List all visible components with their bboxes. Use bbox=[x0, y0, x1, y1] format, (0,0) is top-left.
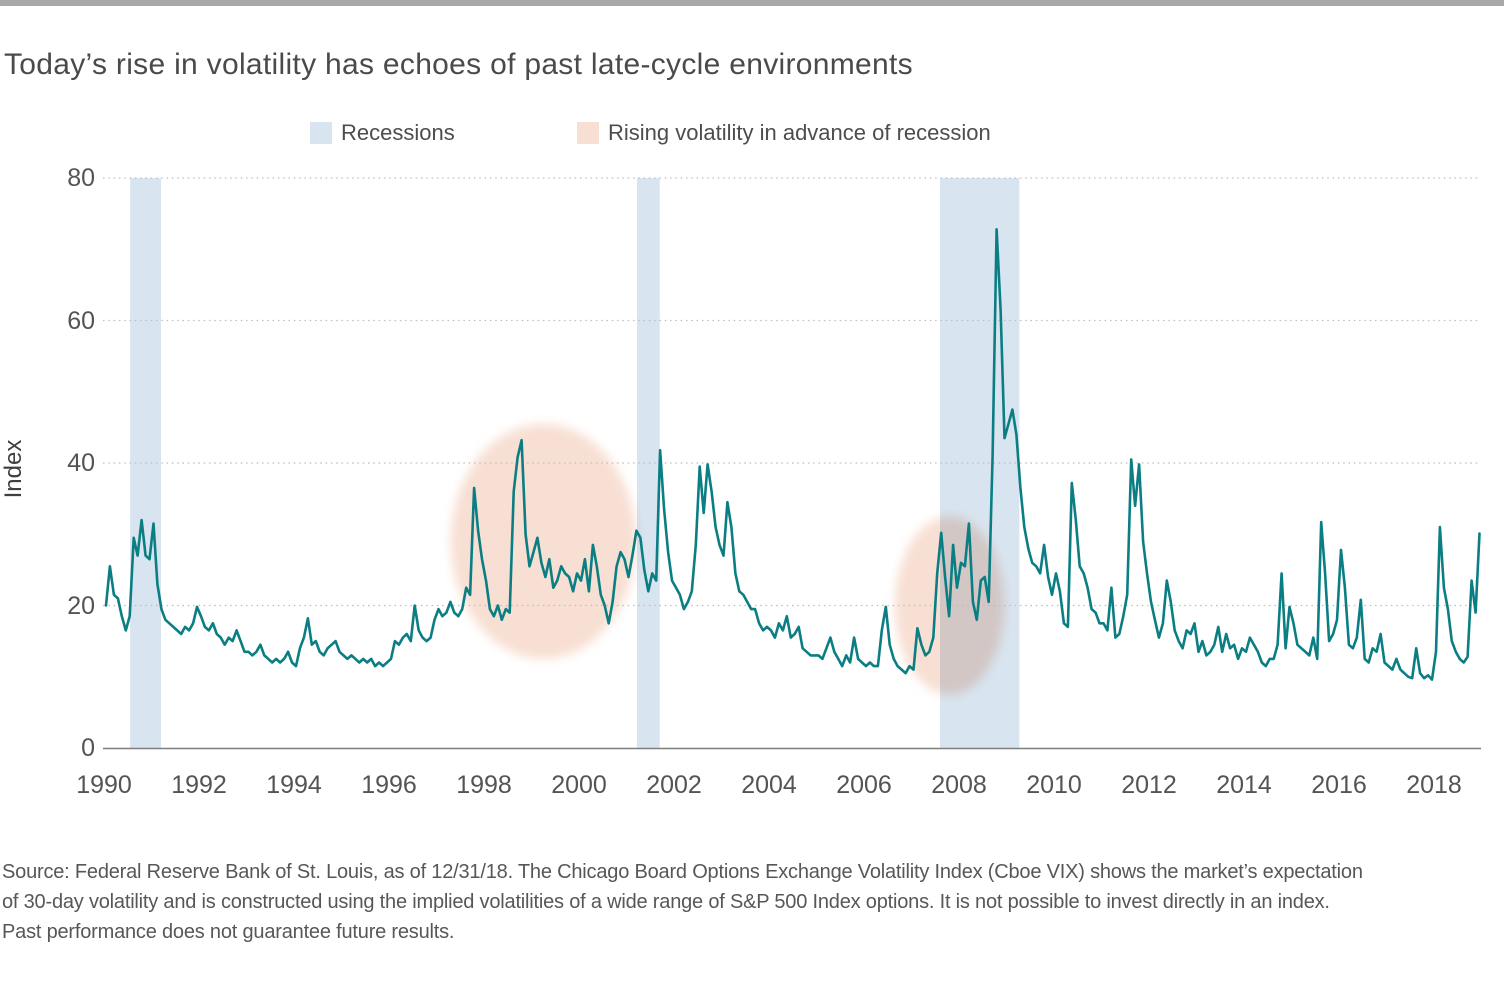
x-tick-label: 2002 bbox=[646, 771, 702, 799]
x-tick-label: 1990 bbox=[76, 771, 132, 799]
chart-title: Today’s rise in volatility has echoes of… bbox=[4, 48, 913, 81]
y-tick-label: 20 bbox=[67, 591, 95, 620]
vix-series-line bbox=[104, 228, 1481, 681]
x-tick-label: 2004 bbox=[741, 771, 797, 799]
source-line: of 30-day volatility and is constructed … bbox=[2, 891, 1330, 913]
x-tick-label: 2008 bbox=[931, 771, 987, 799]
y-tick-label: 80 bbox=[67, 164, 95, 192]
x-tick-label: 1994 bbox=[266, 771, 322, 799]
x-tick-label: 1996 bbox=[361, 771, 417, 799]
legend-label: Recessions bbox=[341, 120, 455, 145]
legend: Recessions Rising volatility in advance … bbox=[0, 120, 1504, 146]
x-tick-label: 2018 bbox=[1406, 771, 1462, 799]
recession-band bbox=[636, 178, 660, 748]
x-tick-label: 1992 bbox=[171, 771, 227, 799]
top-accent-bar bbox=[0, 0, 1504, 6]
source-line: Source: Federal Reserve Bank of St. Loui… bbox=[2, 861, 1363, 883]
legend-label: Rising volatility in advance of recessio… bbox=[608, 120, 991, 145]
x-tick-label: 1998 bbox=[456, 771, 512, 799]
source-line: Past performance does not guarantee futu… bbox=[2, 921, 455, 943]
x-tick-label: 2014 bbox=[1216, 771, 1272, 799]
rising-volatility-ellipse bbox=[450, 423, 636, 659]
x-tick-label: 2000 bbox=[551, 771, 607, 799]
y-tick-label: 40 bbox=[67, 449, 95, 477]
legend-item-recessions: Recessions bbox=[310, 120, 455, 146]
x-tick-label: 2012 bbox=[1121, 771, 1177, 799]
recessions-swatch-icon bbox=[310, 122, 332, 144]
y-tick-label: 0 bbox=[81, 734, 95, 762]
legend-item-rising-volatility: Rising volatility in advance of recessio… bbox=[577, 120, 991, 146]
y-tick-label: 60 bbox=[67, 306, 95, 335]
x-tick-label: 2016 bbox=[1311, 771, 1367, 799]
source-note: Source: Federal Reserve Bank of St. Loui… bbox=[2, 857, 1504, 947]
y-axis-label: Index bbox=[0, 439, 27, 499]
x-tick-label: 2006 bbox=[836, 771, 892, 799]
rising-volatility-swatch-icon bbox=[577, 122, 599, 144]
x-tick-label: 2010 bbox=[1026, 771, 1082, 799]
